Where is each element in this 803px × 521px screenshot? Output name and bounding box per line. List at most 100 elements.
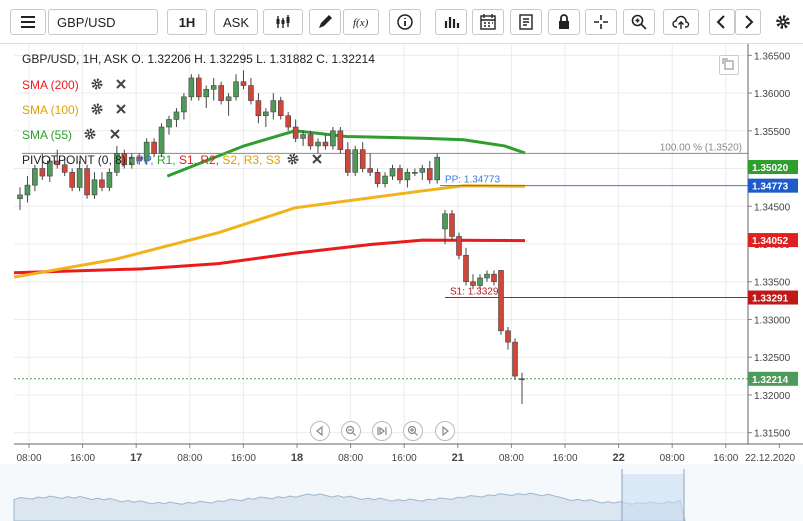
- y-tick-label: 1.36000: [754, 89, 791, 100]
- gear-icon[interactable]: [286, 152, 300, 166]
- draw-button[interactable]: [309, 9, 341, 35]
- scroll-left-button[interactable]: [709, 9, 735, 35]
- legend-sma55: SMA (55): [22, 127, 121, 142]
- x-tick-label: 16:00: [231, 453, 256, 464]
- candle-body: [143, 141, 150, 162]
- zoom-in-button[interactable]: [403, 421, 423, 441]
- grid: [14, 44, 748, 444]
- x-tick-label: 21: [452, 452, 464, 464]
- candle-body: [337, 130, 344, 150]
- lock-icon: [559, 14, 569, 29]
- x-tick-label: 16:00: [713, 453, 738, 464]
- reset-zoom-button[interactable]: [372, 421, 392, 441]
- candle-body: [359, 149, 366, 169]
- price-tag: [748, 233, 798, 248]
- indicators-button[interactable]: f(x): [343, 9, 379, 35]
- candle-body: [17, 194, 23, 200]
- zoom-icon: [631, 14, 647, 30]
- info-button[interactable]: [389, 9, 421, 35]
- candle-body: [248, 85, 254, 101]
- close-icon[interactable]: [311, 153, 323, 165]
- candle-body: [367, 168, 373, 173]
- zoom-button[interactable]: [623, 9, 655, 35]
- candle-body: [121, 153, 128, 166]
- candles: [17, 70, 525, 404]
- candle-body: [225, 96, 232, 101]
- candle-body: [382, 175, 388, 184]
- y-tick-label: 1.33500: [754, 278, 791, 289]
- legend-sma100: SMA (100): [22, 102, 127, 117]
- pan-right-button[interactable]: [435, 421, 455, 441]
- candle-body: [491, 273, 497, 283]
- chart-type-button[interactable]: [263, 9, 303, 35]
- y-tick-label: 1.36500: [754, 51, 791, 62]
- ohlc-header: GBP/USD, 1H, ASK O. 1.32206 H. 1.32295 L…: [22, 52, 375, 66]
- lock-button[interactable]: [548, 9, 580, 35]
- candle-body: [270, 100, 277, 113]
- toolbar: GBP/USD 1H ASK f(x): [0, 0, 803, 44]
- arrow-right-icon: [745, 15, 754, 29]
- candle-body: [505, 330, 511, 343]
- price-tag: [748, 178, 798, 193]
- scroll-right-button[interactable]: [735, 9, 761, 35]
- crosshair-button[interactable]: [585, 9, 617, 35]
- bar-chart-button[interactable]: [435, 9, 467, 35]
- symbol-selector[interactable]: GBP/USD: [48, 9, 158, 35]
- x-tick-label: 17: [130, 452, 142, 464]
- calendar-button[interactable]: [472, 9, 504, 35]
- candle-body: [196, 77, 202, 98]
- x-tick-label: 16:00: [70, 453, 95, 464]
- candle-body: [434, 156, 441, 181]
- close-icon[interactable]: [115, 103, 127, 115]
- candle-body: [263, 111, 269, 116]
- navigator[interactable]: [0, 464, 803, 521]
- candle-body: [114, 153, 120, 173]
- candle-body: [426, 168, 433, 181]
- close-icon[interactable]: [109, 128, 121, 140]
- zoom-out-icon: [345, 425, 356, 436]
- document-button[interactable]: [510, 9, 542, 35]
- gear-icon[interactable]: [90, 77, 104, 91]
- candle-body: [32, 168, 38, 186]
- y-tick-label: 1.33000: [754, 315, 791, 326]
- interval-selector[interactable]: 1H: [167, 9, 207, 35]
- x-tick-label: 08:00: [16, 453, 41, 464]
- candle-body: [106, 172, 113, 188]
- price-tag: [748, 160, 798, 175]
- menu-button[interactable]: [10, 9, 46, 35]
- candle-body: [463, 255, 469, 283]
- y-tick-label: 1.32000: [754, 391, 791, 402]
- symbol-label: GBP/USD: [57, 14, 116, 30]
- legend-sma100-label: SMA (100): [22, 103, 79, 117]
- candle-body: [449, 213, 455, 237]
- close-icon[interactable]: [115, 78, 127, 90]
- candle-body: [158, 126, 165, 154]
- gear-icon[interactable]: [90, 102, 104, 116]
- y-tick-label: 1.31500: [754, 429, 791, 440]
- triangle-right-icon: [442, 425, 449, 437]
- candle-body: [61, 164, 68, 173]
- zoom-out-button[interactable]: [341, 421, 361, 441]
- pivot-label: 100.00 % (1.3520): [660, 142, 742, 153]
- candle-body: [285, 115, 292, 128]
- x-tick-label: 08:00: [660, 453, 685, 464]
- candle-body: [300, 134, 306, 139]
- candle-body: [99, 179, 105, 188]
- candle-body: [412, 172, 418, 174]
- pan-left-button[interactable]: [310, 421, 330, 441]
- gear-icon[interactable]: [83, 127, 97, 141]
- candle-body: [136, 156, 142, 162]
- price-type-selector[interactable]: ASK: [214, 9, 258, 35]
- candle-body: [442, 213, 448, 230]
- legend-sma55-label: SMA (55): [22, 128, 73, 142]
- settings-button[interactable]: [767, 9, 799, 35]
- candle-body: [54, 160, 61, 166]
- arrow-left-icon: [716, 15, 725, 29]
- candle-body: [151, 141, 157, 154]
- cloud-upload-button[interactable]: [663, 9, 699, 35]
- pivot-label: S1: 1.33291: [450, 287, 504, 298]
- info-icon: [397, 14, 413, 30]
- expand-button[interactable]: [719, 55, 739, 75]
- x-tick-label: 16:00: [552, 453, 577, 464]
